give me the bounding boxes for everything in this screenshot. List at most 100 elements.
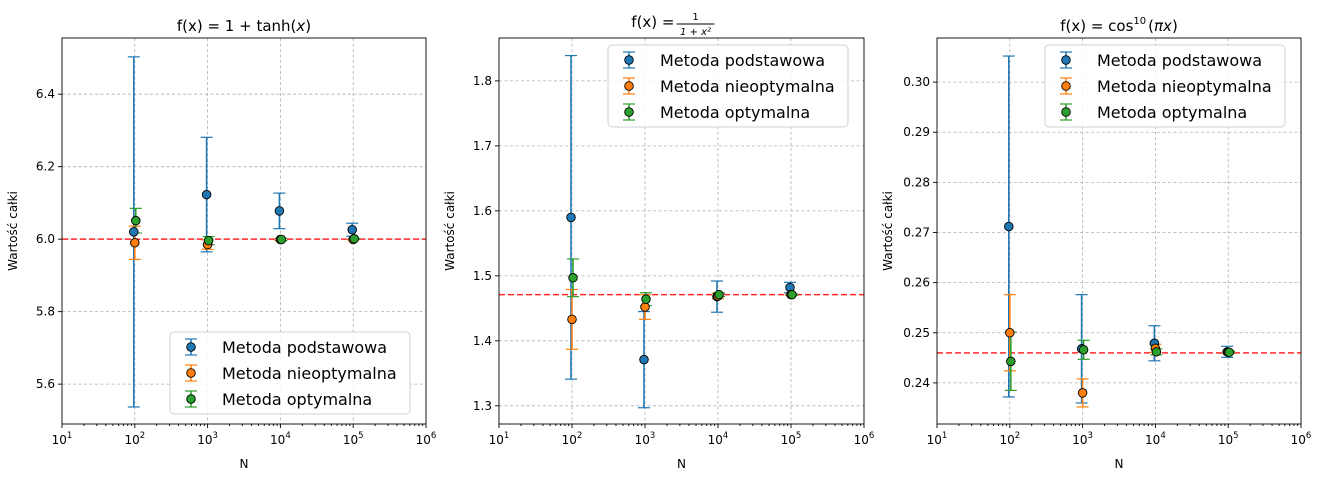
legend-label: Metoda podstawowa [660,51,825,70]
y-axis-label: Wartość całki [6,191,20,271]
legend-label: Metoda optymalna [222,390,372,409]
legend-frame [169,331,411,415]
x-tick-label: 104 [708,431,729,447]
y-tick-label: 0.27 [903,226,930,240]
legend-marker [186,342,196,352]
plot-frame [498,37,865,425]
legend-frame [607,44,849,128]
y-tick-label: 6.0 [36,232,55,246]
data-point [566,212,576,223]
y-tick-label: 6.4 [36,87,55,101]
y-tick-label: 0.25 [903,326,930,340]
x-tick-label: 103 [635,431,656,447]
x-axis-label: N [677,457,686,471]
data-point [714,289,724,300]
data-point [349,234,359,244]
plot-frame [936,37,1302,425]
data-point [1005,328,1015,338]
y-axis-label: Wartość całki [881,191,895,271]
y-axis-label: Wartość całki [443,191,457,271]
data-point [1078,345,1089,355]
chart-title: f(x) = 1 + tanh(x) [177,17,311,35]
data-point [1151,347,1162,357]
legend-marker [186,368,196,378]
x-tick-label: 105 [781,431,802,447]
title-denominator: 1 + x² [680,27,711,38]
data-point [787,289,797,300]
y-tick-label: 0.30 [903,75,930,89]
y-tick-label: 1.6 [473,204,492,218]
chart-panel-2: 101 102 103 104 105 106 1.3 1.4 1.5 1.6 1.7 1.8 N War… [443,12,874,471]
data-point [131,215,141,226]
x-tick-label: 105 [343,431,364,447]
x-tick-label: 103 [197,431,218,447]
legend-label: Metoda podstawowa [1097,51,1262,70]
x-tick-label: 102 [562,431,583,447]
legend-marker [624,55,634,65]
y-tick-label: 5.6 [36,377,55,391]
data-point [1004,221,1014,232]
data-point [130,238,140,248]
legend-label: Metoda nieoptymalna [1097,77,1272,96]
legend-label: Metoda nieoptymalna [660,77,835,96]
x-tick-label: 101 [927,431,948,447]
legend-label: Metoda podstawowa [222,338,387,357]
data-point [129,227,139,237]
legend-item: Metoda nieoptymalna [1060,77,1272,96]
x-tick-label: 101 [52,431,73,447]
legend: Metoda podstawowa Metoda nieoptymalna Meto… [169,331,411,415]
data-point [639,354,649,365]
legend-label: Metoda optymalna [1097,103,1247,122]
x-tick-label: 106 [854,431,875,447]
data-point [568,273,578,283]
x-tick-label: 106 [416,431,437,447]
legend-label: Metoda nieoptymalna [222,364,397,383]
legend-marker [624,107,634,117]
chart-panel-1: 101 102 103 104 105 106 5.6 5.8 6.0 6.2 6.4 N Wartoś… [6,17,436,471]
title-numerator: 1 [692,12,698,23]
legend-item: Metoda optymalna [1060,103,1247,122]
chart-title: f(x) = cos10 (πx) [1060,16,1178,35]
data-point [1224,347,1234,358]
plot-frame [61,37,427,425]
x-tick-label: 103 [1072,431,1093,447]
data-point [347,224,357,235]
x-tick-label: 104 [1145,431,1166,447]
legend-marker [1061,107,1071,117]
legend-marker [624,81,634,91]
y-tick-label: 0.28 [903,175,930,189]
data-point [274,206,285,216]
legend: Metoda podstawowa Metoda nieoptymalna Meto… [1044,44,1286,128]
x-tick-label: 101 [489,431,510,447]
data-point [201,189,212,200]
legend-marker [1061,81,1071,91]
y-tick-label: 6.2 [36,160,55,174]
data-point [640,302,650,312]
legend-item: Metoda podstawowa [623,51,825,70]
legend-item: Metoda optymalna [623,103,810,122]
legend-item: Metoda nieoptymalna [623,77,835,96]
legend: Metoda podstawowa Metoda nieoptymalna Meto… [607,44,849,128]
y-tick-label: 1.4 [473,334,492,348]
data-point [203,235,214,246]
legend-item: Metoda podstawowa [1060,51,1262,70]
legend-label: Metoda optymalna [660,103,810,122]
chart-panel-3: 101 102 103 104 105 106 0.24 0.25 0.26 0.27 0.28 0.… [881,16,1311,471]
y-tick-label: 1.8 [473,74,492,88]
data-point [1077,388,1088,398]
y-tick-label: 1.5 [473,269,492,283]
data-point [641,294,651,304]
y-tick-label: 0.29 [903,125,930,139]
y-tick-label: 1.7 [473,139,492,153]
title-prefix: f(x) = [631,13,674,31]
x-tick-label: 106 [1291,431,1312,447]
legend-marker [1061,55,1071,65]
legend-item: Metoda nieoptymalna [185,364,397,383]
chart-title: f(x) = 1 1 + x² [631,12,715,38]
data-point [1006,356,1016,367]
legend-item: Metoda optymalna [185,390,372,409]
legend-frame [1044,44,1286,128]
y-tick-label: 0.26 [903,276,930,290]
x-axis-label: N [240,457,249,471]
